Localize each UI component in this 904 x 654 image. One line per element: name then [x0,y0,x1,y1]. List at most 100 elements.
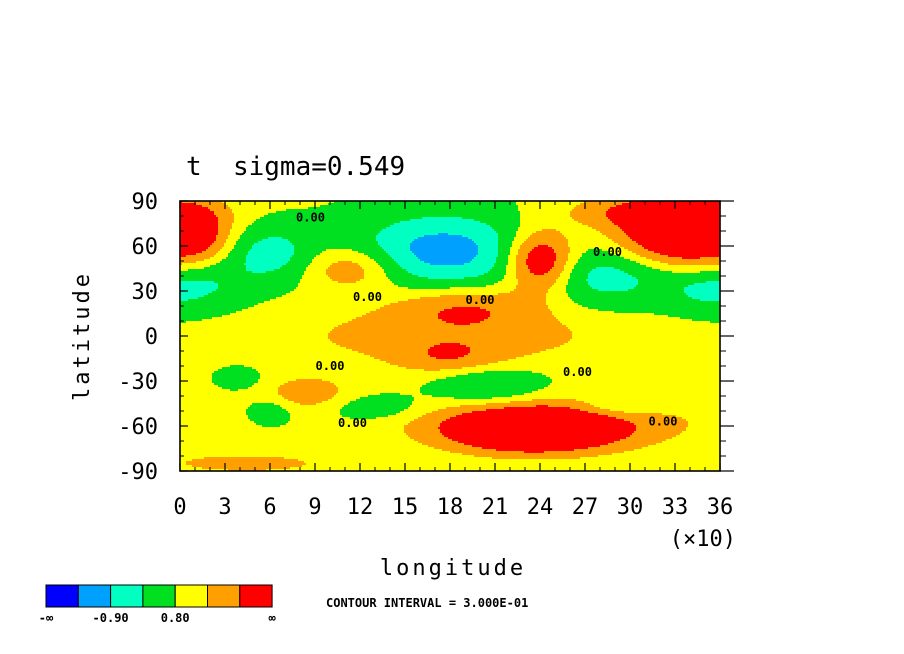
contour-cell [180,227,218,229]
contour-cell [694,283,720,285]
contour-cell [338,387,420,389]
contour-cell [228,205,320,207]
contour-cell [338,325,566,327]
contour-cell [374,259,394,261]
contour-cell [180,341,332,343]
contour-cell [566,263,576,265]
contour-cell [418,257,474,259]
contour-cell [232,223,252,225]
contour-cell [634,431,682,433]
contour-cell [682,431,720,433]
contour-cell [180,455,474,457]
contour-cell [180,447,434,449]
contour-cell [606,235,628,237]
contour-cell [408,271,488,273]
contour-cell [180,323,342,325]
contour-cell [582,305,720,307]
contour-cell [204,457,284,459]
contour-cell [408,407,446,409]
contour-cell [250,419,290,421]
contour-cell [394,259,420,261]
contour-cell [394,283,494,285]
contour-cell [250,405,280,407]
contour-cell [180,373,212,375]
contour-cell [574,301,720,303]
contour-cell [426,413,462,415]
contour-cell [322,379,436,381]
contour-cell [430,263,464,265]
contour-cell [536,405,548,407]
contour-cell [294,247,382,249]
contour-cell [328,203,516,205]
contour-cell [296,287,408,289]
contour-cell [542,229,556,231]
contour-cell [180,317,212,319]
contour-cell [364,353,428,355]
contour-cell [584,401,720,403]
contour-cell [516,269,530,271]
contour-cell [568,253,582,255]
contour-cell [222,201,334,203]
contour-cell [230,251,248,253]
contour-cell [484,319,558,321]
contour-cell [180,271,252,273]
contour-cell [474,241,498,243]
contour-cell [490,315,554,317]
contour-cell [364,271,384,273]
contour-cell [688,425,720,427]
contour-cell [586,201,630,203]
contour-cell [660,253,720,255]
contour-cell [180,243,212,245]
contour-cell [442,319,484,321]
contour-cell [180,369,218,371]
contour-cell [560,231,600,233]
contour-cell [256,423,286,425]
contour-cell [574,207,610,209]
contour-cell [218,369,256,371]
contour-cell [216,253,228,255]
contour-cell [544,451,624,453]
contour-cell [478,245,498,247]
contour-cell [512,395,720,397]
contour-cell [512,243,522,245]
contour-cell [528,257,556,259]
contour-cell [488,363,720,365]
y-tick-label: 30 [132,280,159,305]
contour-cell [248,417,290,419]
contour-cell [180,427,404,429]
contour-cell [294,253,320,255]
contour-cell [314,257,370,259]
contour-cell [610,207,720,209]
contour-cell [516,259,526,261]
contour-cell [554,315,668,317]
contour-cell [362,315,438,317]
contour-cell [570,211,606,213]
contour-cell [608,237,630,239]
contour-cell [408,299,546,301]
contour-cell [566,261,578,263]
contour-cell [408,423,440,425]
contour-cell [470,349,546,351]
contour-cell [420,391,532,393]
contour-cell [474,219,520,221]
contour-cell [562,271,572,273]
contour-cell [486,309,550,311]
contour-cell [426,383,550,385]
contour-cell [180,327,334,329]
contour-cell [486,285,516,287]
contour-cell [430,381,552,383]
contour-cell [382,247,410,249]
contour-cell [588,275,632,277]
contour-cell [368,395,412,397]
contour-cell [568,245,620,247]
x-tick-label: 12 [347,495,374,520]
contour-cell [546,375,720,377]
contour-cell [380,393,400,395]
contour-cell [180,365,230,367]
contour-cell [218,233,230,235]
contour-cell [580,457,720,459]
contour-cell [570,275,588,277]
contour-cell [578,261,636,263]
contour-cell [256,219,410,221]
contour-cell [218,283,298,285]
